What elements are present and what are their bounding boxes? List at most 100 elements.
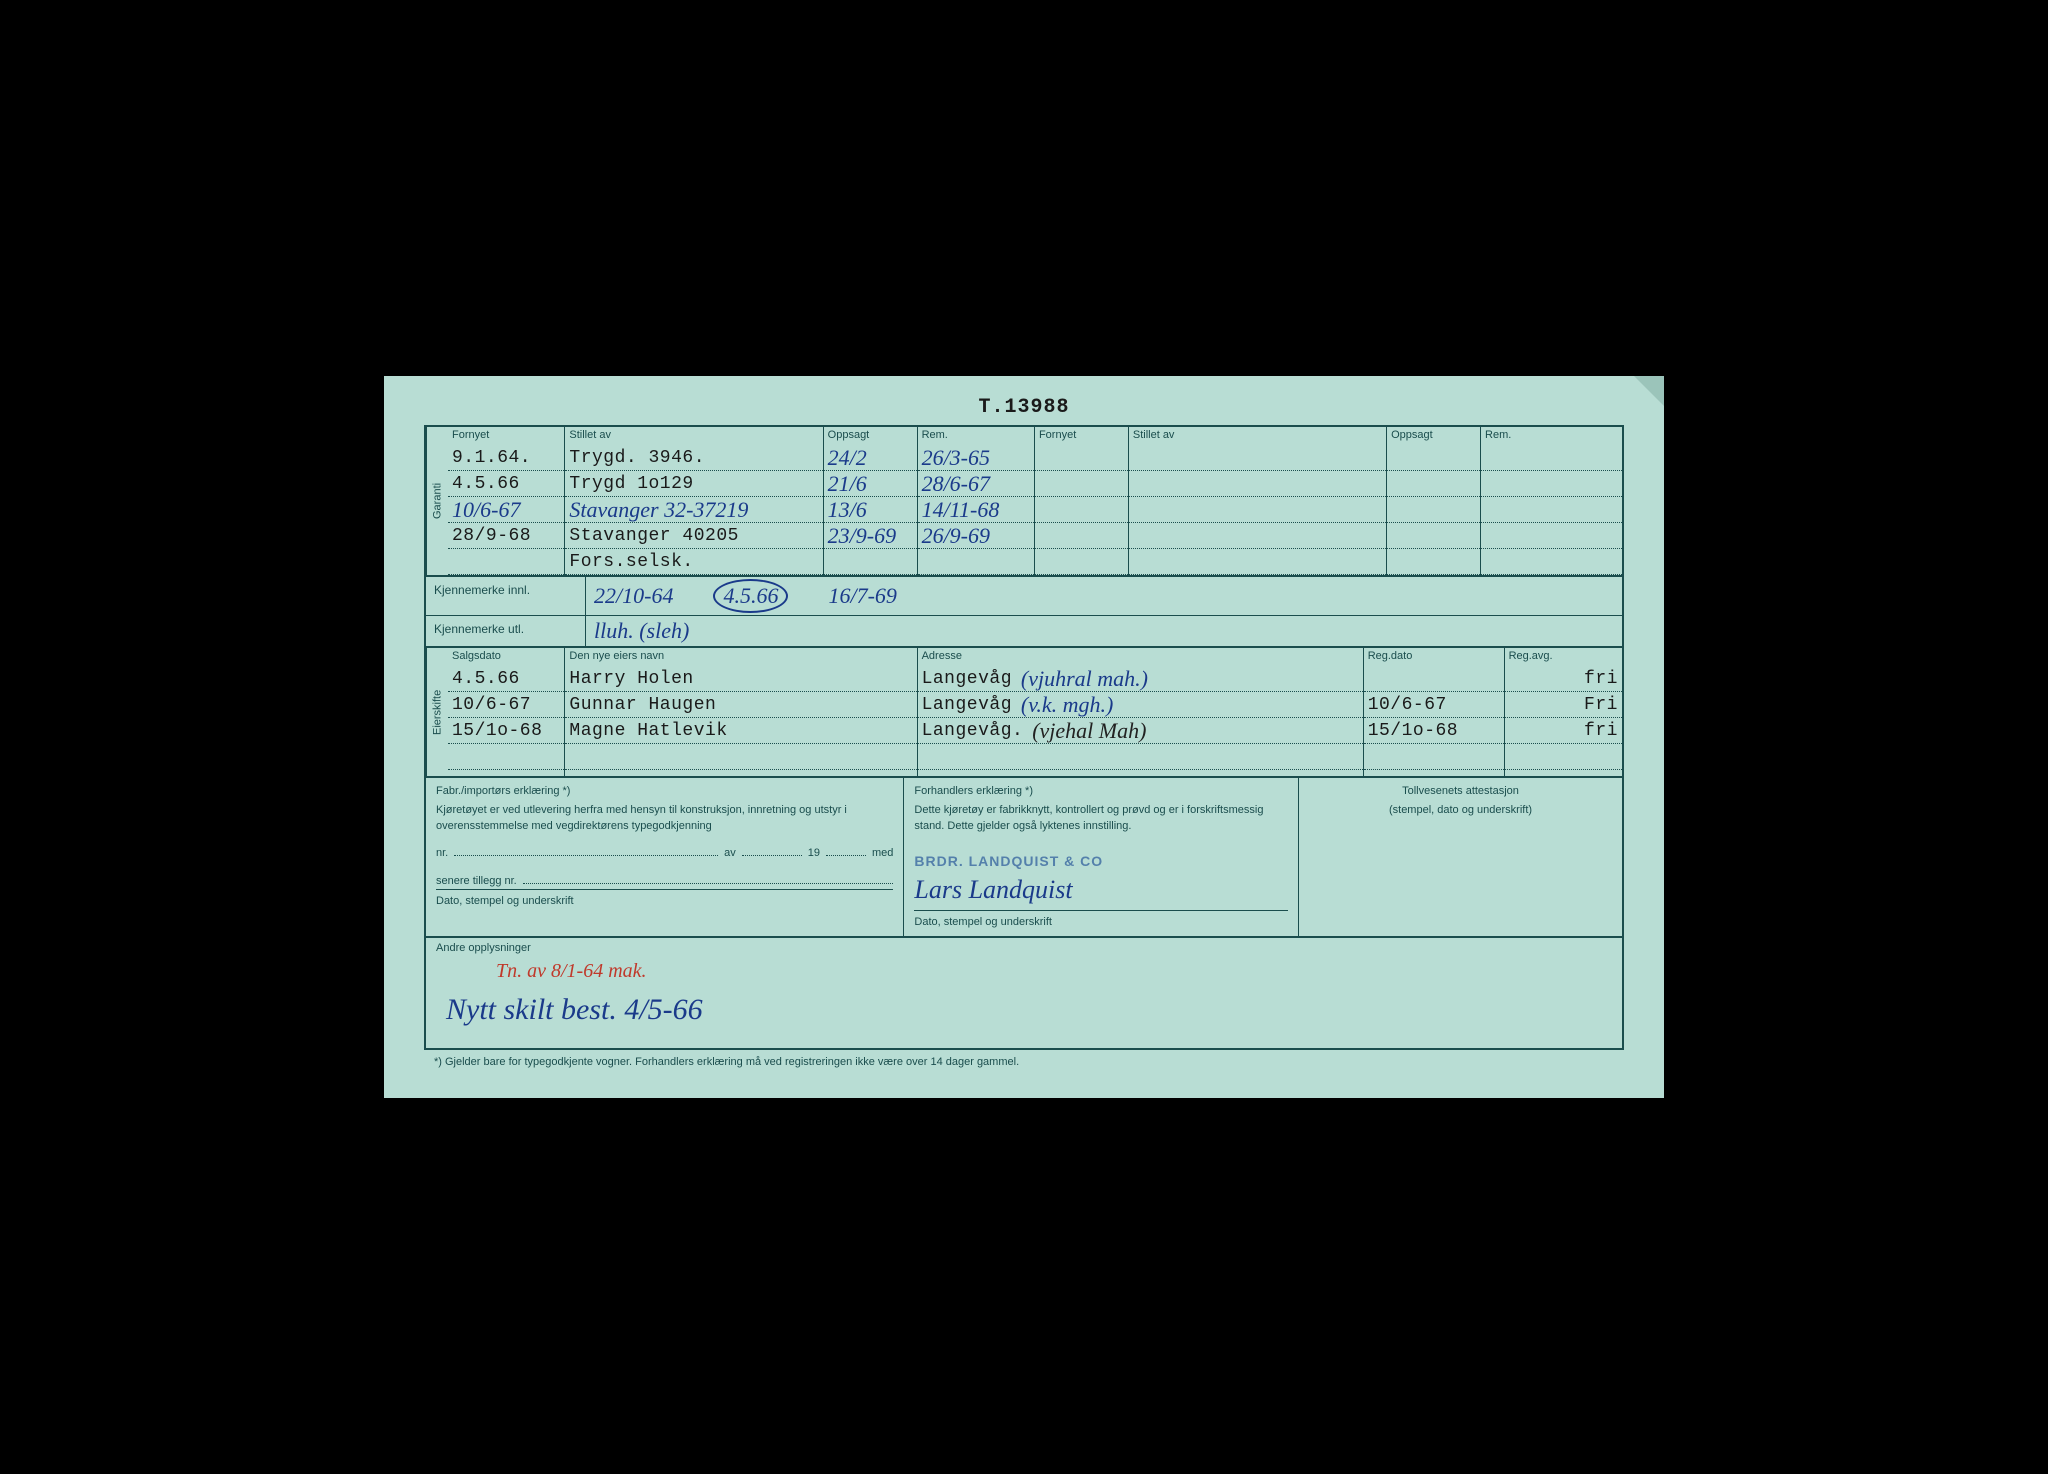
col-header-stillet-av2: Stillet av xyxy=(1129,427,1386,445)
col-header-fornyet: Fornyet xyxy=(448,427,564,445)
andre-label: Andre opplysninger xyxy=(436,942,1612,954)
garanti-row-fornyet: 10/6-67 xyxy=(448,497,564,523)
fabr-text: Kjøretøyet er ved utlevering herfra med … xyxy=(436,803,893,834)
eier-adresse-row: Langevåg (vjuhral mah.) xyxy=(918,666,1363,692)
kjenne-innl-v1: 22/10-64 xyxy=(594,583,673,609)
garanti-row-empty xyxy=(1387,445,1480,471)
garanti-row-empty xyxy=(1387,549,1480,575)
garanti-row-empty xyxy=(918,549,1034,575)
garanti-row-empty xyxy=(1129,445,1386,471)
dotted-fill xyxy=(523,883,894,884)
garanti-content: Fornyet 9.1.64. 4.5.66 10/6-67 28/9-68 S… xyxy=(448,427,1622,575)
garanti-row-stillet: Stavanger 32-37219 xyxy=(565,497,822,523)
garanti-row-rem: 14/11-68 xyxy=(918,497,1034,523)
kjenne-innl-v3: 16/7-69 xyxy=(828,583,896,609)
col-header-navn: Den nye eiers navn xyxy=(565,648,916,666)
col-header-regavg: Reg.avg. xyxy=(1505,648,1622,666)
garanti-row-empty xyxy=(1035,471,1128,497)
eierskifte-content: Salgsdato 4.5.66 10/6-67 15/1o-68 Den ny… xyxy=(448,648,1622,776)
garanti-row-empty xyxy=(1387,497,1480,523)
col-header-rem2: Rem. xyxy=(1481,427,1622,445)
forhandler-stamp: BRDR. LANDQUIST & CO xyxy=(914,852,1288,872)
document-number: T.13988 xyxy=(424,396,1624,419)
eier-salgsdato: 15/1o-68 xyxy=(448,718,564,744)
fabr-senere-line: senere tillegg nr. xyxy=(436,874,893,889)
fabr-senere-label: senere tillegg nr. xyxy=(436,874,517,889)
forhandler-footer: Dato, stempel og underskrift xyxy=(914,910,1288,930)
garanti-row-empty xyxy=(1035,497,1128,523)
garanti-row-empty xyxy=(1387,471,1480,497)
garanti-row-fornyet: 28/9-68 xyxy=(448,523,564,549)
kjennemerke-utl-label: Kjennemerke utl. xyxy=(426,616,586,646)
col-header-oppsagt2: Oppsagt xyxy=(1387,427,1480,445)
garanti-row-rem: 28/6-67 xyxy=(918,471,1034,497)
dotted-fill xyxy=(826,855,866,856)
eier-regavg: Fri xyxy=(1505,692,1622,718)
forhandler-stamp-block: BRDR. LANDQUIST & CO Lars Landquist xyxy=(914,852,1288,908)
kjennemerke-innl-content: 22/10-64 4.5.66 16/7-69 xyxy=(586,577,1622,615)
garanti-row-empty xyxy=(1129,497,1386,523)
garanti-row-stillet: Trygd 1o129 xyxy=(565,471,822,497)
dotted-fill xyxy=(742,855,802,856)
eier-adresse: Langevåg. xyxy=(922,721,1024,741)
fabr-nr-label: nr. xyxy=(436,846,448,861)
andre-opplysninger-section: Andre opplysninger Tn. av 8/1-64 mak. Ny… xyxy=(426,938,1622,1048)
garanti-row-empty xyxy=(1129,523,1386,549)
garanti-row-oppsagt: 24/2 xyxy=(824,445,917,471)
garanti-row-empty xyxy=(824,549,917,575)
garanti-row-empty xyxy=(1481,471,1622,497)
declarations-section: Fabr./importørs erklæring *) Kjøretøyet … xyxy=(426,778,1622,938)
garanti-row-empty xyxy=(1129,471,1386,497)
eier-adresse-note: (v.k. mgh.) xyxy=(1021,692,1113,718)
eier-adresse: Langevåg xyxy=(922,669,1012,689)
kjennemerke-utl-content: lluh. (sleh) xyxy=(586,616,1622,646)
eier-salgsdato: 10/6-67 xyxy=(448,692,564,718)
tollvesen-declaration: Tollvesenets attestasjon (stempel, dato … xyxy=(1299,778,1622,936)
kjennemerke-utl-row: Kjennemerke utl. lluh. (sleh) xyxy=(426,616,1622,648)
fabr-footer: Dato, stempel og underskrift xyxy=(436,889,893,909)
eier-row-empty xyxy=(565,744,916,770)
fabr-title: Fabr./importørs erklæring *) xyxy=(436,784,893,799)
andre-red-note: Tn. av 8/1-64 mak. xyxy=(496,960,1612,983)
garanti-row-empty xyxy=(1035,445,1128,471)
eier-navn: Gunnar Haugen xyxy=(565,692,916,718)
eier-navn: Harry Holen xyxy=(565,666,916,692)
garanti-row-empty xyxy=(1035,523,1128,549)
fabr-med-label: med xyxy=(872,846,893,861)
eier-row-empty xyxy=(1364,744,1504,770)
garanti-side-label: Garanti xyxy=(426,427,448,575)
garanti-row-empty xyxy=(1129,549,1386,575)
col-header-adresse: Adresse xyxy=(918,648,1363,666)
garanti-row-empty xyxy=(1035,549,1128,575)
eier-regavg: fri xyxy=(1505,666,1622,692)
forhandler-signature: Lars Landquist xyxy=(914,872,1288,908)
garanti-row-empty xyxy=(1481,445,1622,471)
col-header-rem: Rem. xyxy=(918,427,1034,445)
forhandler-declaration: Forhandlers erklæring *) Dette kjøretøy … xyxy=(904,778,1299,936)
eier-adresse-note: (vjuhral mah.) xyxy=(1021,666,1148,692)
kjenne-innl-v2: 4.5.66 xyxy=(713,579,788,613)
eier-regdato xyxy=(1364,666,1504,692)
form-border: Garanti Fornyet 9.1.64. 4.5.66 10/6-67 2… xyxy=(424,425,1624,1050)
page-corner-fold xyxy=(1634,376,1664,406)
fabr-year-label: 19 xyxy=(808,846,820,861)
garanti-row-rem: 26/3-65 xyxy=(918,445,1034,471)
eier-regavg: fri xyxy=(1505,718,1622,744)
eier-row-empty xyxy=(1505,744,1622,770)
eier-adresse-row: Langevåg (v.k. mgh.) xyxy=(918,692,1363,718)
eier-regdato: 15/1o-68 xyxy=(1364,718,1504,744)
garanti-row-oppsagt: 13/6 xyxy=(824,497,917,523)
eier-regdato: 10/6-67 xyxy=(1364,692,1504,718)
garanti-row-stillet: Stavanger 40205 xyxy=(565,523,822,549)
kjennemerke-innl-label: Kjennemerke innl. xyxy=(426,577,586,615)
eierskifte-section: Eierskifte Salgsdato 4.5.66 10/6-67 15/1… xyxy=(426,648,1622,778)
col-header-salgsdato: Salgsdato xyxy=(448,648,564,666)
eier-adresse: Langevåg xyxy=(922,695,1012,715)
eier-adresse-row: Langevåg. (vjehal Mah) xyxy=(918,718,1363,744)
eier-salgsdato: 4.5.66 xyxy=(448,666,564,692)
col-header-regdato: Reg.dato xyxy=(1364,648,1504,666)
fabr-declaration: Fabr./importørs erklæring *) Kjøretøyet … xyxy=(426,778,904,936)
garanti-row-oppsagt: 23/9-69 xyxy=(824,523,917,549)
garanti-fors-selsk: Fors.selsk. xyxy=(565,549,822,575)
eierskifte-side-label: Eierskifte xyxy=(426,648,448,776)
